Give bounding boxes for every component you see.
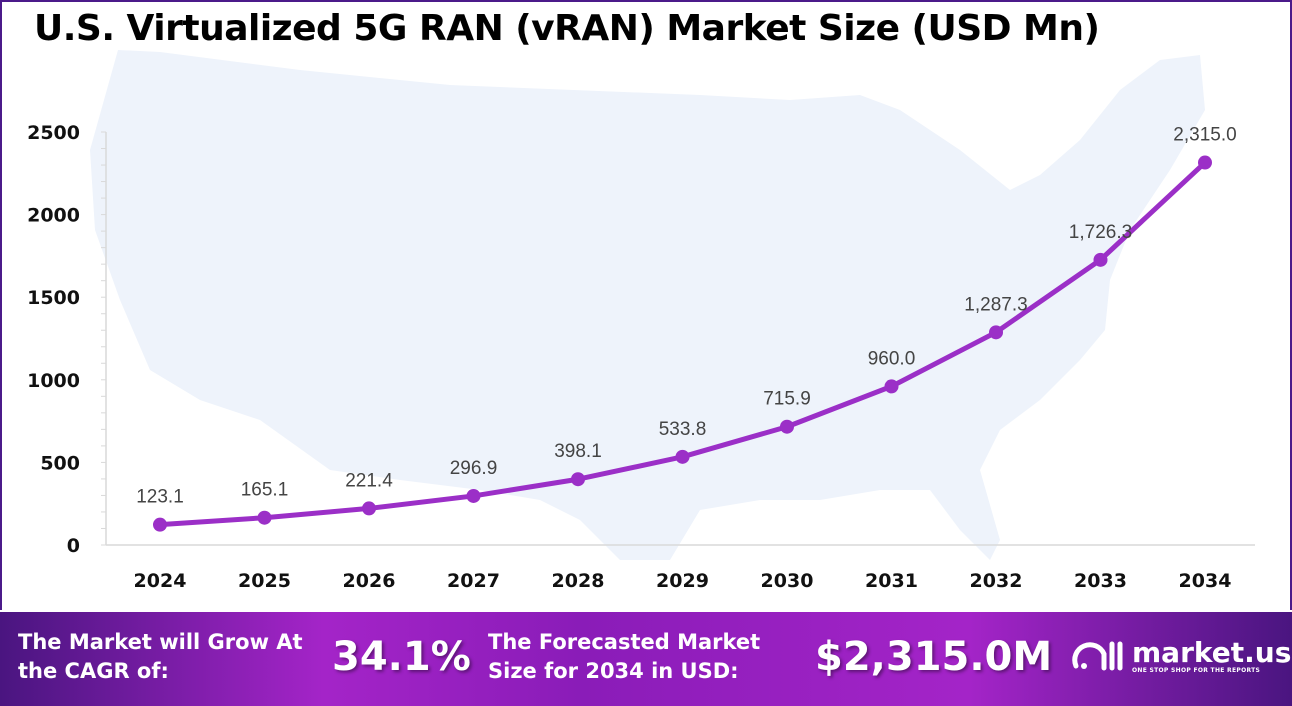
data-label: 165.1 xyxy=(241,480,289,501)
forecast-label: The Forecasted Market Size for 2034 in U… xyxy=(488,630,761,683)
x-tick-label: 2024 xyxy=(134,570,187,592)
data-point xyxy=(1093,252,1108,267)
chart-title: U.S. Virtualized 5G RAN (vRAN) Market Si… xyxy=(34,8,1100,49)
x-tick-label: 2027 xyxy=(447,570,500,592)
data-point xyxy=(153,517,167,532)
y-tick-label: 1500 xyxy=(27,287,80,309)
x-tick-label: 2032 xyxy=(970,570,1023,592)
cagr-label: The Market will Grow At the CAGR of: xyxy=(18,630,303,683)
data-point xyxy=(257,510,272,525)
data-point xyxy=(466,488,481,503)
data-label: 398.1 xyxy=(554,441,602,462)
data-label: 221.4 xyxy=(345,470,393,491)
y-tick-label: 2500 xyxy=(27,122,80,144)
data-point xyxy=(1198,155,1212,170)
x-tick-label: 2026 xyxy=(343,570,396,592)
cagr-value: 34.1% xyxy=(332,634,471,680)
x-tick-label: 2028 xyxy=(552,570,605,592)
data-label: 1,726.3 xyxy=(1069,222,1132,243)
forecast-value: $2,315.0M xyxy=(815,634,1053,680)
data-label: 960.0 xyxy=(868,348,916,369)
line-chart: 0 500 1000 1500 2000 2500 2024 2025 2026 2027 2028… xyxy=(27,50,1255,592)
x-tick-label: 2025 xyxy=(238,570,291,592)
data-label: 123.1 xyxy=(136,487,184,508)
x-tick-label: 2034 xyxy=(1179,570,1232,592)
footer-banner: The Market will Grow At the CAGR of: 34.… xyxy=(0,612,1292,706)
data-point xyxy=(989,325,1003,340)
data-point xyxy=(675,449,690,464)
x-tick-label: 2030 xyxy=(761,570,814,592)
data-point xyxy=(884,379,899,394)
y-tick-label: 500 xyxy=(40,452,80,474)
data-point xyxy=(780,419,794,434)
logo-name: market.us xyxy=(1132,635,1292,669)
market-us-logo: market.us ONE STOP SHOP FOR THE REPORTS xyxy=(1070,636,1291,676)
x-tick-label: 2029 xyxy=(656,570,709,592)
logo-icon xyxy=(1072,641,1123,671)
data-label: 1,287.3 xyxy=(964,294,1027,315)
y-tick-label: 2000 xyxy=(27,205,80,227)
data-label: 296.9 xyxy=(450,458,498,479)
logo-tagline: ONE STOP SHOP FOR THE REPORTS xyxy=(1132,666,1261,674)
x-tick-label: 2031 xyxy=(865,570,918,592)
us-map-background xyxy=(90,50,1205,560)
data-point xyxy=(362,501,376,516)
y-tick-label: 0 xyxy=(67,535,80,557)
data-label: 533.8 xyxy=(659,419,707,440)
data-label: 715.9 xyxy=(763,389,811,410)
y-tick-label: 1000 xyxy=(27,370,80,392)
data-label: 2,315.0 xyxy=(1173,125,1236,146)
data-point xyxy=(571,472,585,487)
x-tick-label: 2033 xyxy=(1074,570,1127,592)
